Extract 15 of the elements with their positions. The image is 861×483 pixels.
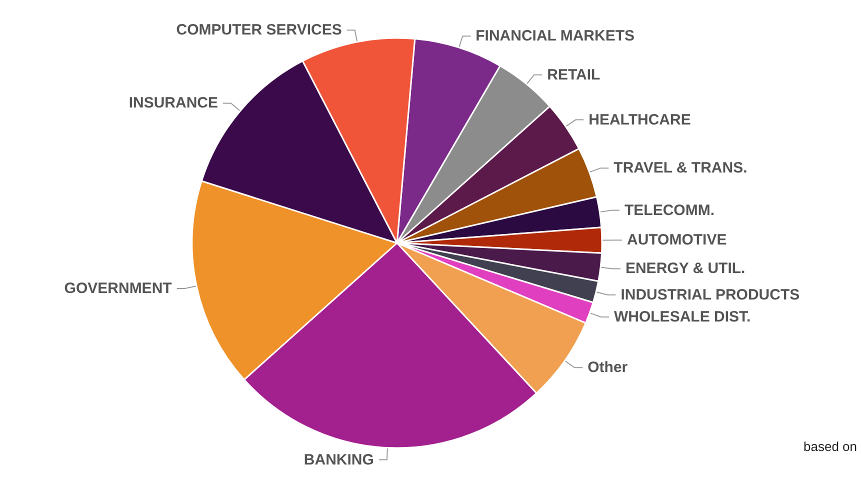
slice-label: ENERGY & UTIL.: [625, 260, 746, 278]
slice-label: Other: [588, 359, 628, 376]
slice-label: WHOLESALE DIST.: [614, 308, 751, 326]
slice-label: FINANCIAL MARKETS: [476, 28, 635, 45]
text: based on: [804, 439, 858, 454]
slice-label: TRAVEL & TRANS.: [614, 160, 748, 177]
slice-label: GOVERNMENT: [64, 280, 172, 297]
slice-label: INDUSTRIAL PRODUCTS: [620, 286, 800, 304]
slice-label: HEALTHCARE: [588, 111, 691, 128]
slice-label: AUTOMOTIVE: [626, 232, 727, 249]
slice-label: TELECOMM.: [624, 202, 715, 219]
slice-label: RETAIL: [547, 66, 600, 84]
slice-label: BANKING: [304, 451, 374, 468]
slice-label: INSURANCE: [128, 94, 218, 112]
slice-label: COMPUTER SERVICES: [176, 22, 342, 39]
